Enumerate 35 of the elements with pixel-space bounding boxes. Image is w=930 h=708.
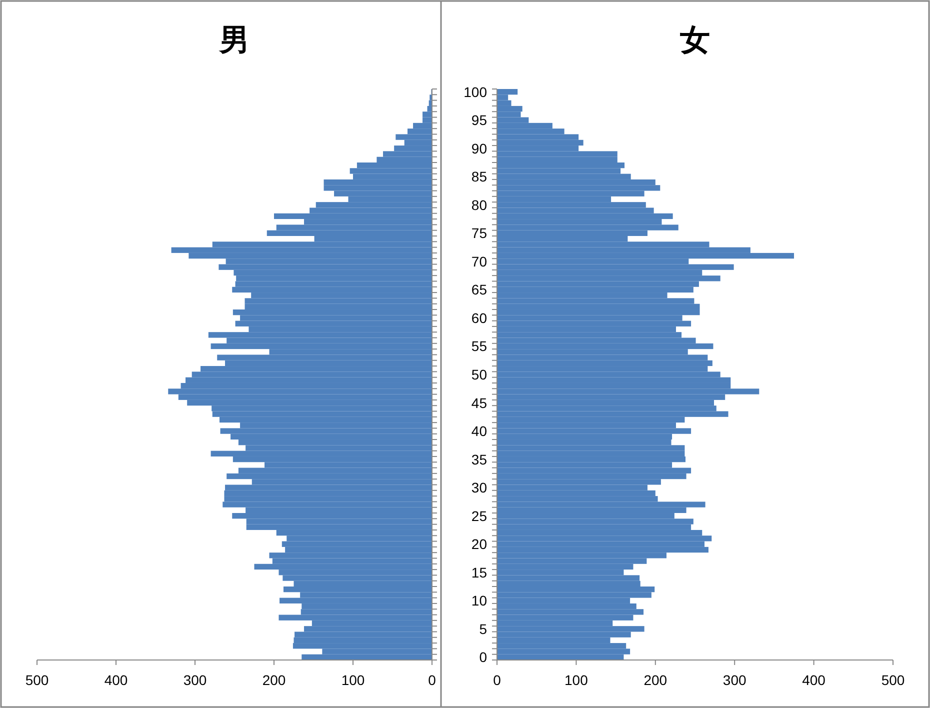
y-tick-label: 65 <box>471 282 488 298</box>
x-tick-label: 0 <box>493 672 502 688</box>
x-tick-label: 400 <box>104 672 128 688</box>
x-tick-label: 500 <box>25 672 49 688</box>
chart-title: 男 <box>218 24 250 57</box>
y-tick-label: 80 <box>471 196 488 213</box>
y-tick-label: 95 <box>471 112 488 128</box>
y-tick-label: 85 <box>471 168 488 185</box>
x-tick-label: 200 <box>644 672 668 688</box>
x-tick-label: 100 <box>341 672 365 688</box>
x-tick-label: 300 <box>722 672 746 688</box>
chart-title: 女 <box>679 24 710 57</box>
x-tick-label: 100 <box>564 672 588 688</box>
y-tick-label: 30 <box>471 480 488 496</box>
y-tick-label: 5 <box>479 620 488 637</box>
y-tick-label: 100 <box>464 84 488 100</box>
y-tick-label: 75 <box>471 225 488 242</box>
x-tick-label: 0 <box>428 672 436 688</box>
y-tick-label: 25 <box>471 508 488 524</box>
y-tick-label: 50 <box>471 366 488 382</box>
y-tick-label: 20 <box>471 536 488 552</box>
y-tick-label: 35 <box>471 451 488 468</box>
y-tick-label: 45 <box>471 394 488 411</box>
y-tick-label: 55 <box>471 338 488 354</box>
y-tick-label: 0 <box>479 649 488 666</box>
y-tick-label: 10 <box>471 592 488 609</box>
x-tick-label: 200 <box>262 672 286 688</box>
x-tick-label: 300 <box>183 672 207 688</box>
y-tick-label: 40 <box>471 423 488 440</box>
y-tick-label: 15 <box>471 564 488 580</box>
y-tick-label: 70 <box>471 253 488 270</box>
x-tick-label: 500 <box>881 672 905 688</box>
y-tick-label: 60 <box>471 310 488 326</box>
x-tick-label: 400 <box>802 672 826 688</box>
y-tick-label: 90 <box>471 140 488 156</box>
